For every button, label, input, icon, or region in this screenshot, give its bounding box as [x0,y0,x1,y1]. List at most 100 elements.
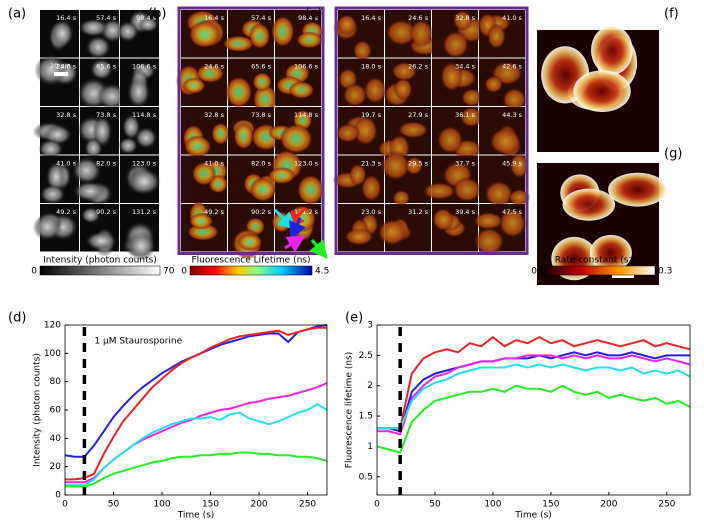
cell-blob [72,156,102,185]
y-tick-label: 3 [367,321,373,331]
cell-blob [343,228,375,246]
cell-blob [484,180,514,208]
panel-border [334,6,529,255]
cell-blob [436,125,464,155]
line [377,363,691,430]
cell-blob [336,14,358,36]
timestamp: 31.2 s [408,208,429,216]
cell-blob [473,227,505,256]
timestamp: 32.8 s [204,111,225,119]
cell-blob [360,174,382,202]
timestamp: 114.8 s [294,111,319,119]
timestamp: 27.9 s [408,111,429,119]
colorbar-tick: 0 [531,267,537,277]
cell-blob [182,77,206,94]
y-tick-label: 0.5 [359,472,373,482]
y-tick-label: 1 [367,442,373,452]
cell-blob [32,214,62,241]
y-tick-label: 40 [50,434,62,444]
plot-frame [64,324,328,496]
timestamp: 123.0 s [132,160,157,168]
cell-blob [267,167,296,185]
timestamp: 24.6 s [408,14,429,22]
scale-bar [54,72,68,76]
cell-blob [233,122,254,150]
cell-blob [404,156,424,176]
arrow [284,235,306,253]
y-tick-label: 100 [44,349,61,359]
cell-blob [459,106,483,128]
timestamp: 57.4 s [96,14,117,22]
timestamp: 36.1 s [455,111,476,119]
scale-bar [612,275,634,278]
line [65,403,328,487]
timestamp: 24.6 s [204,63,225,71]
cell-blob [85,231,117,251]
cell-blob [348,163,367,187]
y-tick-label: 1.5 [359,412,373,422]
cell-blob [189,212,214,230]
timestamp: 98.4 s [298,14,319,22]
rate-blob [573,70,631,113]
timestamp: 32.8 s [455,14,476,22]
annotation: 1 μM Staurosporine [94,337,182,347]
colorbar-tick: 0 [181,267,187,277]
cell-blob [191,161,217,186]
cell-blob [461,88,483,107]
timestamp: 82.0 s [96,160,117,168]
x-tick-label: 0 [62,500,68,510]
colorbar-tick: 0 [31,267,37,277]
timestamp: 57.4 s [251,14,272,22]
cell-blob [472,211,504,230]
timestamp: 49.2 s [56,208,77,216]
arrow [273,208,297,231]
colorbar-label: Intensity (photon counts) [43,256,157,266]
cell-blob [188,20,221,49]
panel-label: (a) [8,7,26,22]
timestamp: 82.0 s [251,160,272,168]
timestamp: 73.8 s [96,111,117,119]
cell-blob [509,152,530,179]
panel-label: (e) [345,311,363,326]
timestamp: 123.0 s [294,160,319,168]
y-tick-label: 2.5 [359,351,373,361]
cell-blob [335,123,361,143]
y-tick-label: 0 [55,491,61,501]
cell-blob [249,177,277,202]
y-tick-label: 2 [367,381,373,391]
panel-label: (d) [8,311,26,326]
line [376,384,691,454]
cell-blob [391,61,418,82]
cell-blob [127,231,156,261]
rate-blob [591,25,633,75]
panel-label: (f) [664,7,679,22]
y-tick-label: 20 [50,462,62,472]
cell-blob [385,19,418,47]
cell-blob [452,177,482,203]
panel-label: (g) [664,147,682,162]
cell-blob [116,21,139,42]
cell-blob [392,189,411,207]
timestamp: 131.2 s [294,208,319,216]
colorbar [39,265,161,276]
timestamp: 47.5 s [502,208,523,216]
timestamp: 23.0 s [361,208,382,216]
cell-blob [128,168,161,196]
y-axis-label: Intensity (photon counts) [33,353,43,467]
cell-blob [137,16,159,33]
cell-blob [488,127,522,156]
line [65,326,327,481]
cell-blob [51,19,74,48]
timestamp: 98.4 s [136,14,157,22]
timestamp: 90.2 s [96,208,117,216]
cell-blob [380,150,411,181]
timestamp: 41.0 s [204,160,225,168]
line [377,335,691,430]
cell-blob [296,31,323,49]
cell-blob [393,77,413,101]
cell-blob [377,218,407,246]
x-axis-label: Time (s) [177,511,215,521]
cell-blob [222,35,255,52]
cell-blob [134,126,158,149]
